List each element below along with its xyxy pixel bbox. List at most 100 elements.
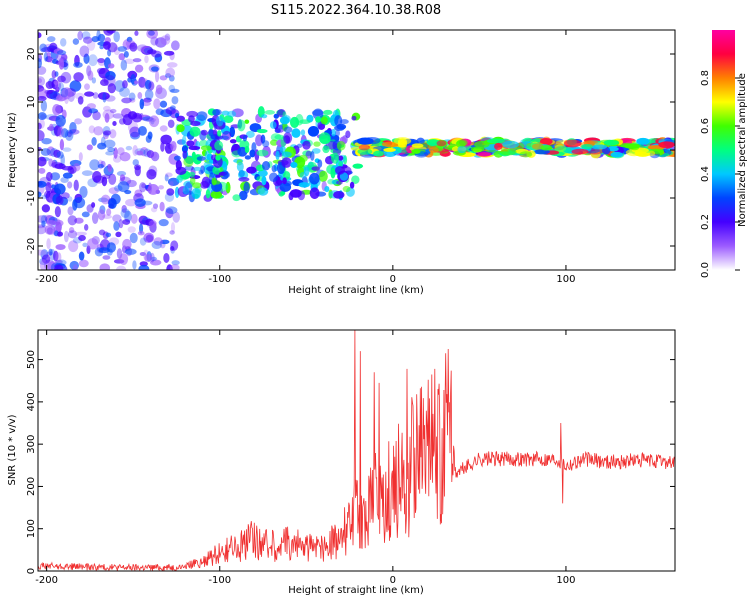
spectrogram-blob [212,109,220,116]
spectrogram-marks [38,30,675,270]
spectrogram-blob [132,145,138,157]
colorbar-tick-label: 0.0 [700,262,711,278]
spectrogram-blob [172,211,180,223]
spectrogram-blob [324,186,330,193]
spectrogram-blob [166,264,173,270]
spectrogram-blob [470,146,485,152]
spectrogram-blob [113,31,120,43]
spectrogram-blob [169,105,176,111]
spectrogram-blob [61,87,73,100]
spectrogram-blob [164,174,169,182]
spectrogram-blob [74,118,83,125]
x-tick-label: 100 [556,274,575,285]
spectrogram-blob [334,125,345,131]
x-tick-label: -100 [208,274,231,285]
spectrogram-blob [336,180,343,185]
spectrogram-blob [191,182,202,189]
spectrogram-blob [167,119,175,129]
spectrogram-blob [69,80,82,92]
spectrogram-blob [148,81,155,91]
spectrogram-blob [171,260,180,266]
colorbar-tick-label: 0.2 [700,214,711,230]
spectrogram-blob [122,80,128,89]
spectrogram-blob [138,264,150,270]
y-tick-label: 200 [26,477,37,496]
spectrogram-blob [87,39,96,51]
x-tick-label: -200 [35,575,58,586]
spectrogram-blob [309,172,320,185]
spectrogram-blob [159,75,168,81]
spectrogram-blob [473,140,490,149]
spectrogram-blob [352,163,364,169]
spectrogram-blob [181,145,188,153]
spectrogram-blob [298,182,310,188]
spectrogram-blob [117,46,128,52]
spectrogram-blob [40,100,48,112]
spectrogram-blob [373,150,384,157]
snr-frame [37,329,676,572]
spectrogram-blob [45,55,53,63]
y-tick-label: 400 [26,392,37,411]
spectrogram-blob [164,73,172,78]
x-tick-label: -100 [208,575,231,586]
spectrogram-blob [170,222,176,233]
spectrogram-blob [38,191,42,198]
spectrogram-blob [144,55,149,64]
spectrogram-blob [107,63,115,69]
spectrogram-blob [92,111,101,121]
spectrogram-blob [200,165,205,174]
spectrogram-blob [81,170,93,176]
spectrogram-blob [97,164,105,169]
spectrogram-blob [210,190,223,199]
spectrogram-blob [108,173,117,185]
spectrogram-blob [457,145,467,154]
spectrogram-blob [310,151,315,161]
spectrogram-blob [188,171,196,178]
spectrogram-blob [55,259,63,264]
spectrogram-blob [79,45,90,58]
spectrogram-blob [38,32,42,39]
spectrogram-blob [120,59,128,71]
spectrogram-blob [127,226,136,233]
spectrogram-blob [67,230,78,239]
spectrogram-blob [97,142,107,150]
spectrogram-blob [411,148,421,154]
spectrogram-blob [119,152,131,162]
spectrogram-blob [99,45,104,50]
spectrogram-blob [39,43,48,53]
spectrogram-blob [108,198,117,209]
spectrogram-blob [246,166,257,174]
spectrogram-blob [227,110,237,118]
spectrogram-blob [105,70,116,81]
spectrogram-blob [393,137,412,145]
y-tick-label: 500 [26,350,37,369]
spectrogram-blob [54,206,61,218]
spectrogram-blob [436,140,447,147]
spectrogram-blob [38,87,47,99]
spectrogram-blob [78,152,83,162]
spectrogram-blob [87,70,94,81]
spectrogram-blob [68,240,79,253]
colorbar-tick-label: 0.8 [700,70,711,86]
spectrogram-blob [281,151,292,158]
spectrogram-blob [96,67,106,75]
spectrogram-blob [261,161,271,171]
spectrogram-blob [53,183,66,195]
spectrogram-blob [143,232,155,244]
spectrogram-blob [170,264,180,270]
spectrogram-blob [134,64,144,73]
spectrogram-blob [107,164,113,173]
spectrogram-blob [320,116,328,125]
spectrogram-blob [83,53,90,64]
spectrogram-blob [146,150,155,159]
spectrogram-blob [51,70,57,79]
spectrogram-blob [130,131,141,140]
spectrogram-blob [38,156,47,167]
spectrogram-blob [59,139,65,151]
spectrogram-blob [257,187,269,196]
spectrogram-blob [132,260,137,270]
spectrogram-blob [146,169,157,180]
spectrogram-blob [84,91,95,97]
spectrogram-blob [158,219,169,227]
spectrogram-blob [563,139,582,148]
